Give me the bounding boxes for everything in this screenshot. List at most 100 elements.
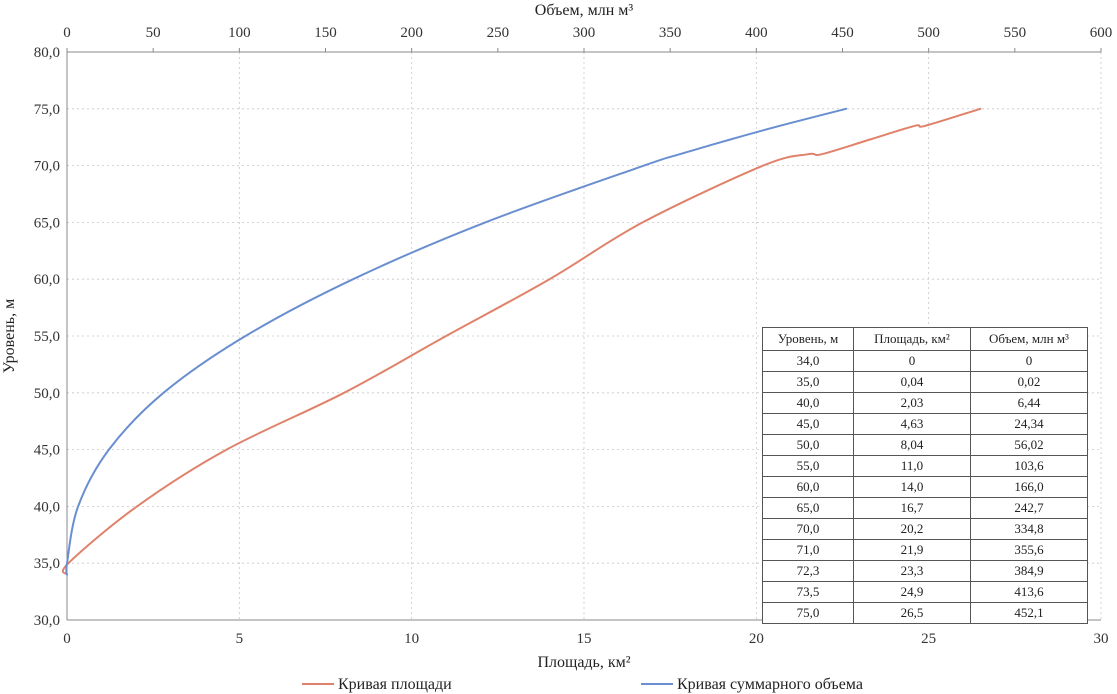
table-cell: 60,0 (762, 476, 854, 498)
table-header-volume: Объем, млн м³ (970, 327, 1088, 351)
table-row: 72,3 23,3 384,9 (762, 560, 1088, 582)
table-cell: 0 (853, 350, 971, 372)
table-cell: 355,6 (970, 539, 1088, 561)
table-row: 75,0 26,5 452,1 (762, 602, 1088, 624)
table-cell: 24,9 (853, 581, 971, 603)
table-cell: 14,0 (853, 476, 971, 498)
table-cell: 8,04 (853, 434, 971, 456)
x-top-tick-label: 50 (146, 25, 161, 41)
table-cell: 21,9 (853, 539, 971, 561)
table-cell: 166,0 (970, 476, 1088, 498)
x-top-tick-label: 250 (487, 25, 510, 41)
y-tick-label: 50,0 (34, 386, 60, 402)
table-cell: 72,3 (762, 560, 854, 582)
table-cell: 334,8 (970, 518, 1088, 540)
table-cell: 23,3 (853, 560, 971, 582)
table-row: 73,5 24,9 413,6 (762, 581, 1088, 603)
x-bottom-tick-label: 10 (404, 631, 419, 647)
table-cell: 2,03 (853, 392, 971, 414)
table-cell: 20,2 (853, 518, 971, 540)
table-cell: 11,0 (853, 455, 971, 477)
x-top-tick-label: 150 (314, 25, 337, 41)
table-row: 34,0 0 0 (762, 350, 1088, 372)
table-row: 55,0 11,0 103,6 (762, 455, 1088, 477)
table-cell: 0,02 (970, 371, 1088, 393)
table-cell: 0 (970, 350, 1088, 372)
x-bottom-tick-label: 0 (63, 631, 71, 647)
table-body: 34,0 0 0 35,0 0,04 0,02 40,0 2,03 6,44 45,0 4,63 24… (762, 350, 1088, 624)
y-tick-label: 30,0 (34, 613, 60, 629)
x-top-tick-label: 400 (745, 25, 768, 41)
table-cell: 75,0 (762, 602, 854, 624)
table-row: 40,0 2,03 6,44 (762, 392, 1088, 414)
table-row: 35,0 0,04 0,02 (762, 371, 1088, 393)
legend-label-volume: Кривая суммарного объема (677, 676, 863, 693)
table-cell: 4,63 (853, 413, 971, 435)
axes: 30,035,040,045,050,055,060,065,070,075,0… (34, 25, 1113, 647)
x-top-tick-label: 500 (917, 25, 940, 41)
x-top-tick-label: 100 (228, 25, 251, 41)
y-tick-label: 35,0 (34, 556, 60, 572)
table-row: 65,0 16,7 242,7 (762, 497, 1088, 519)
x-bottom-tick-label: 15 (577, 631, 592, 647)
y-tick-label: 80,0 (34, 45, 60, 61)
table-cell: 56,02 (970, 434, 1088, 456)
x-top-tick-label: 350 (659, 25, 682, 41)
x-bottom-tick-label: 30 (1094, 631, 1109, 647)
table-cell: 45,0 (762, 413, 854, 435)
table-cell: 384,9 (970, 560, 1088, 582)
x-bottom-tick-label: 20 (749, 631, 764, 647)
y-tick-label: 45,0 (34, 443, 60, 459)
x-bottom-tick-label: 5 (236, 631, 244, 647)
bottom-axis-title: Площадь, км² (537, 654, 630, 671)
legend-label-area: Кривая площади (338, 676, 452, 693)
x-top-tick-label: 600 (1090, 25, 1113, 41)
top-axis-title: Объем, млн м³ (535, 2, 634, 19)
table-cell: 452,1 (970, 602, 1088, 624)
volume-curve-line (65, 107, 848, 576)
x-top-tick-label: 550 (1004, 25, 1027, 41)
table-cell: 50,0 (762, 434, 854, 456)
y-tick-label: 75,0 (34, 102, 60, 118)
table-row: 60,0 14,0 166,0 (762, 476, 1088, 498)
y-tick-label: 70,0 (34, 159, 60, 175)
y-tick-label: 60,0 (34, 272, 60, 288)
table-cell: 103,6 (970, 455, 1088, 477)
table-row: 45,0 4,63 24,34 (762, 413, 1088, 435)
table-header-level: Уровень, м (762, 327, 854, 351)
x-top-tick-label: 200 (400, 25, 423, 41)
data-table: Уровень, м Площадь, км² Объем, млн м³ 34… (762, 327, 1088, 624)
x-top-tick-label: 450 (831, 25, 854, 41)
table-cell: 34,0 (762, 350, 854, 372)
table-header-row: Уровень, м Площадь, км² Объем, млн м³ (762, 327, 1088, 351)
table-cell: 70,0 (762, 518, 854, 540)
x-top-tick-label: 300 (573, 25, 596, 41)
y-axis-title: Уровень, м (1, 299, 18, 373)
table-row: 71,0 21,9 355,6 (762, 539, 1088, 561)
table-cell: 242,7 (970, 497, 1088, 519)
table-cell: 40,0 (762, 392, 854, 414)
table-cell: 24,34 (970, 413, 1088, 435)
y-tick-label: 55,0 (34, 329, 60, 345)
legend: Кривая площади Кривая суммарного объема (302, 676, 863, 693)
table-row: 50,0 8,04 56,02 (762, 434, 1088, 456)
series-lines (61, 107, 982, 576)
table-cell: 73,5 (762, 581, 854, 603)
x-bottom-tick-label: 25 (921, 631, 936, 647)
table-cell: 6,44 (970, 392, 1088, 414)
table-cell: 55,0 (762, 455, 854, 477)
table-cell: 65,0 (762, 497, 854, 519)
y-tick-label: 40,0 (34, 499, 60, 515)
y-tick-label: 65,0 (34, 215, 60, 231)
table-cell: 0,04 (853, 371, 971, 393)
table-cell: 16,7 (853, 497, 971, 519)
table-header-area: Площадь, км² (853, 327, 971, 351)
x-top-tick-label: 0 (63, 25, 71, 41)
table-cell: 413,6 (970, 581, 1088, 603)
table-row: 70,0 20,2 334,8 (762, 518, 1088, 540)
table-cell: 71,0 (762, 539, 854, 561)
area-curve-line (61, 107, 982, 576)
table-cell: 35,0 (762, 371, 854, 393)
table-cell: 26,5 (853, 602, 971, 624)
